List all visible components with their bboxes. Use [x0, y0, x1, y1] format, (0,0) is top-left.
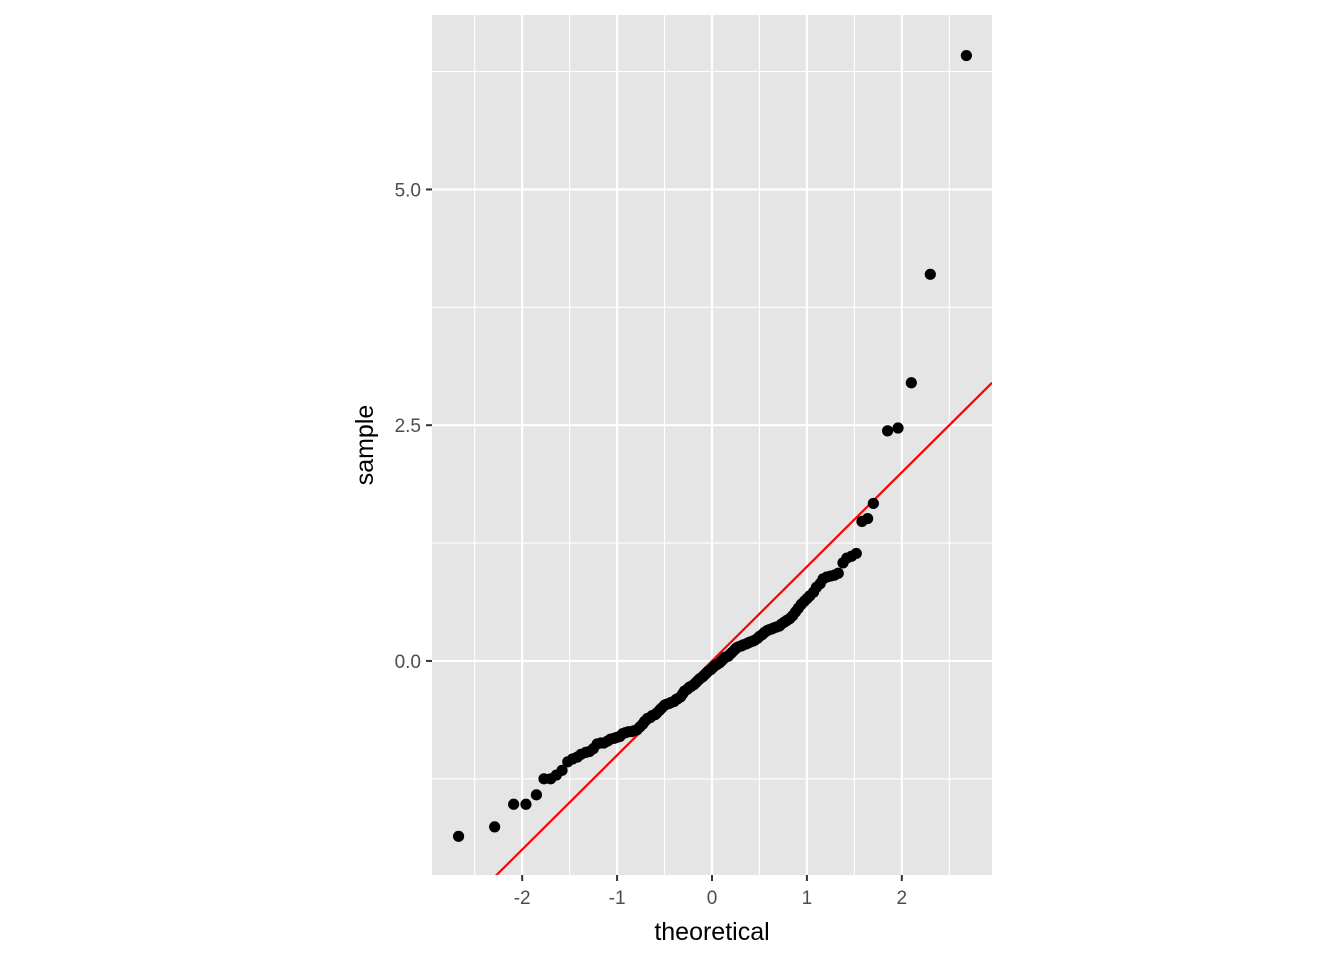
- data-point: [489, 821, 501, 833]
- x-axis: -2 -1 0 1 2: [514, 875, 907, 909]
- data-point: [960, 49, 972, 62]
- data-point: [924, 268, 936, 280]
- data-point: [850, 547, 862, 560]
- data-point: [556, 764, 568, 776]
- y-axis: 0.0 2.5 5.0: [395, 180, 432, 673]
- data-point: [881, 425, 894, 437]
- data-point: [530, 789, 543, 801]
- x-tick-label: -1: [609, 888, 626, 909]
- data-point: [832, 567, 844, 579]
- y-tick-label: 0.0: [395, 652, 421, 673]
- data-point: [862, 512, 874, 525]
- x-axis-title: theoretical: [654, 918, 769, 946]
- x-tick-label: 2: [897, 888, 908, 909]
- y-axis-title: sample: [351, 405, 379, 486]
- x-tick-label: 0: [707, 888, 718, 909]
- data-point: [892, 422, 904, 434]
- x-tick-label: 1: [802, 888, 813, 909]
- points-layer: [452, 49, 972, 842]
- data-point: [508, 798, 520, 810]
- data-point: [905, 377, 917, 389]
- x-tick-label: -2: [514, 888, 531, 909]
- data-point: [867, 497, 879, 510]
- y-tick-label: 5.0: [395, 180, 421, 201]
- data-point: [520, 798, 532, 810]
- data-point: [452, 830, 465, 842]
- y-tick-label: 2.5: [395, 416, 421, 437]
